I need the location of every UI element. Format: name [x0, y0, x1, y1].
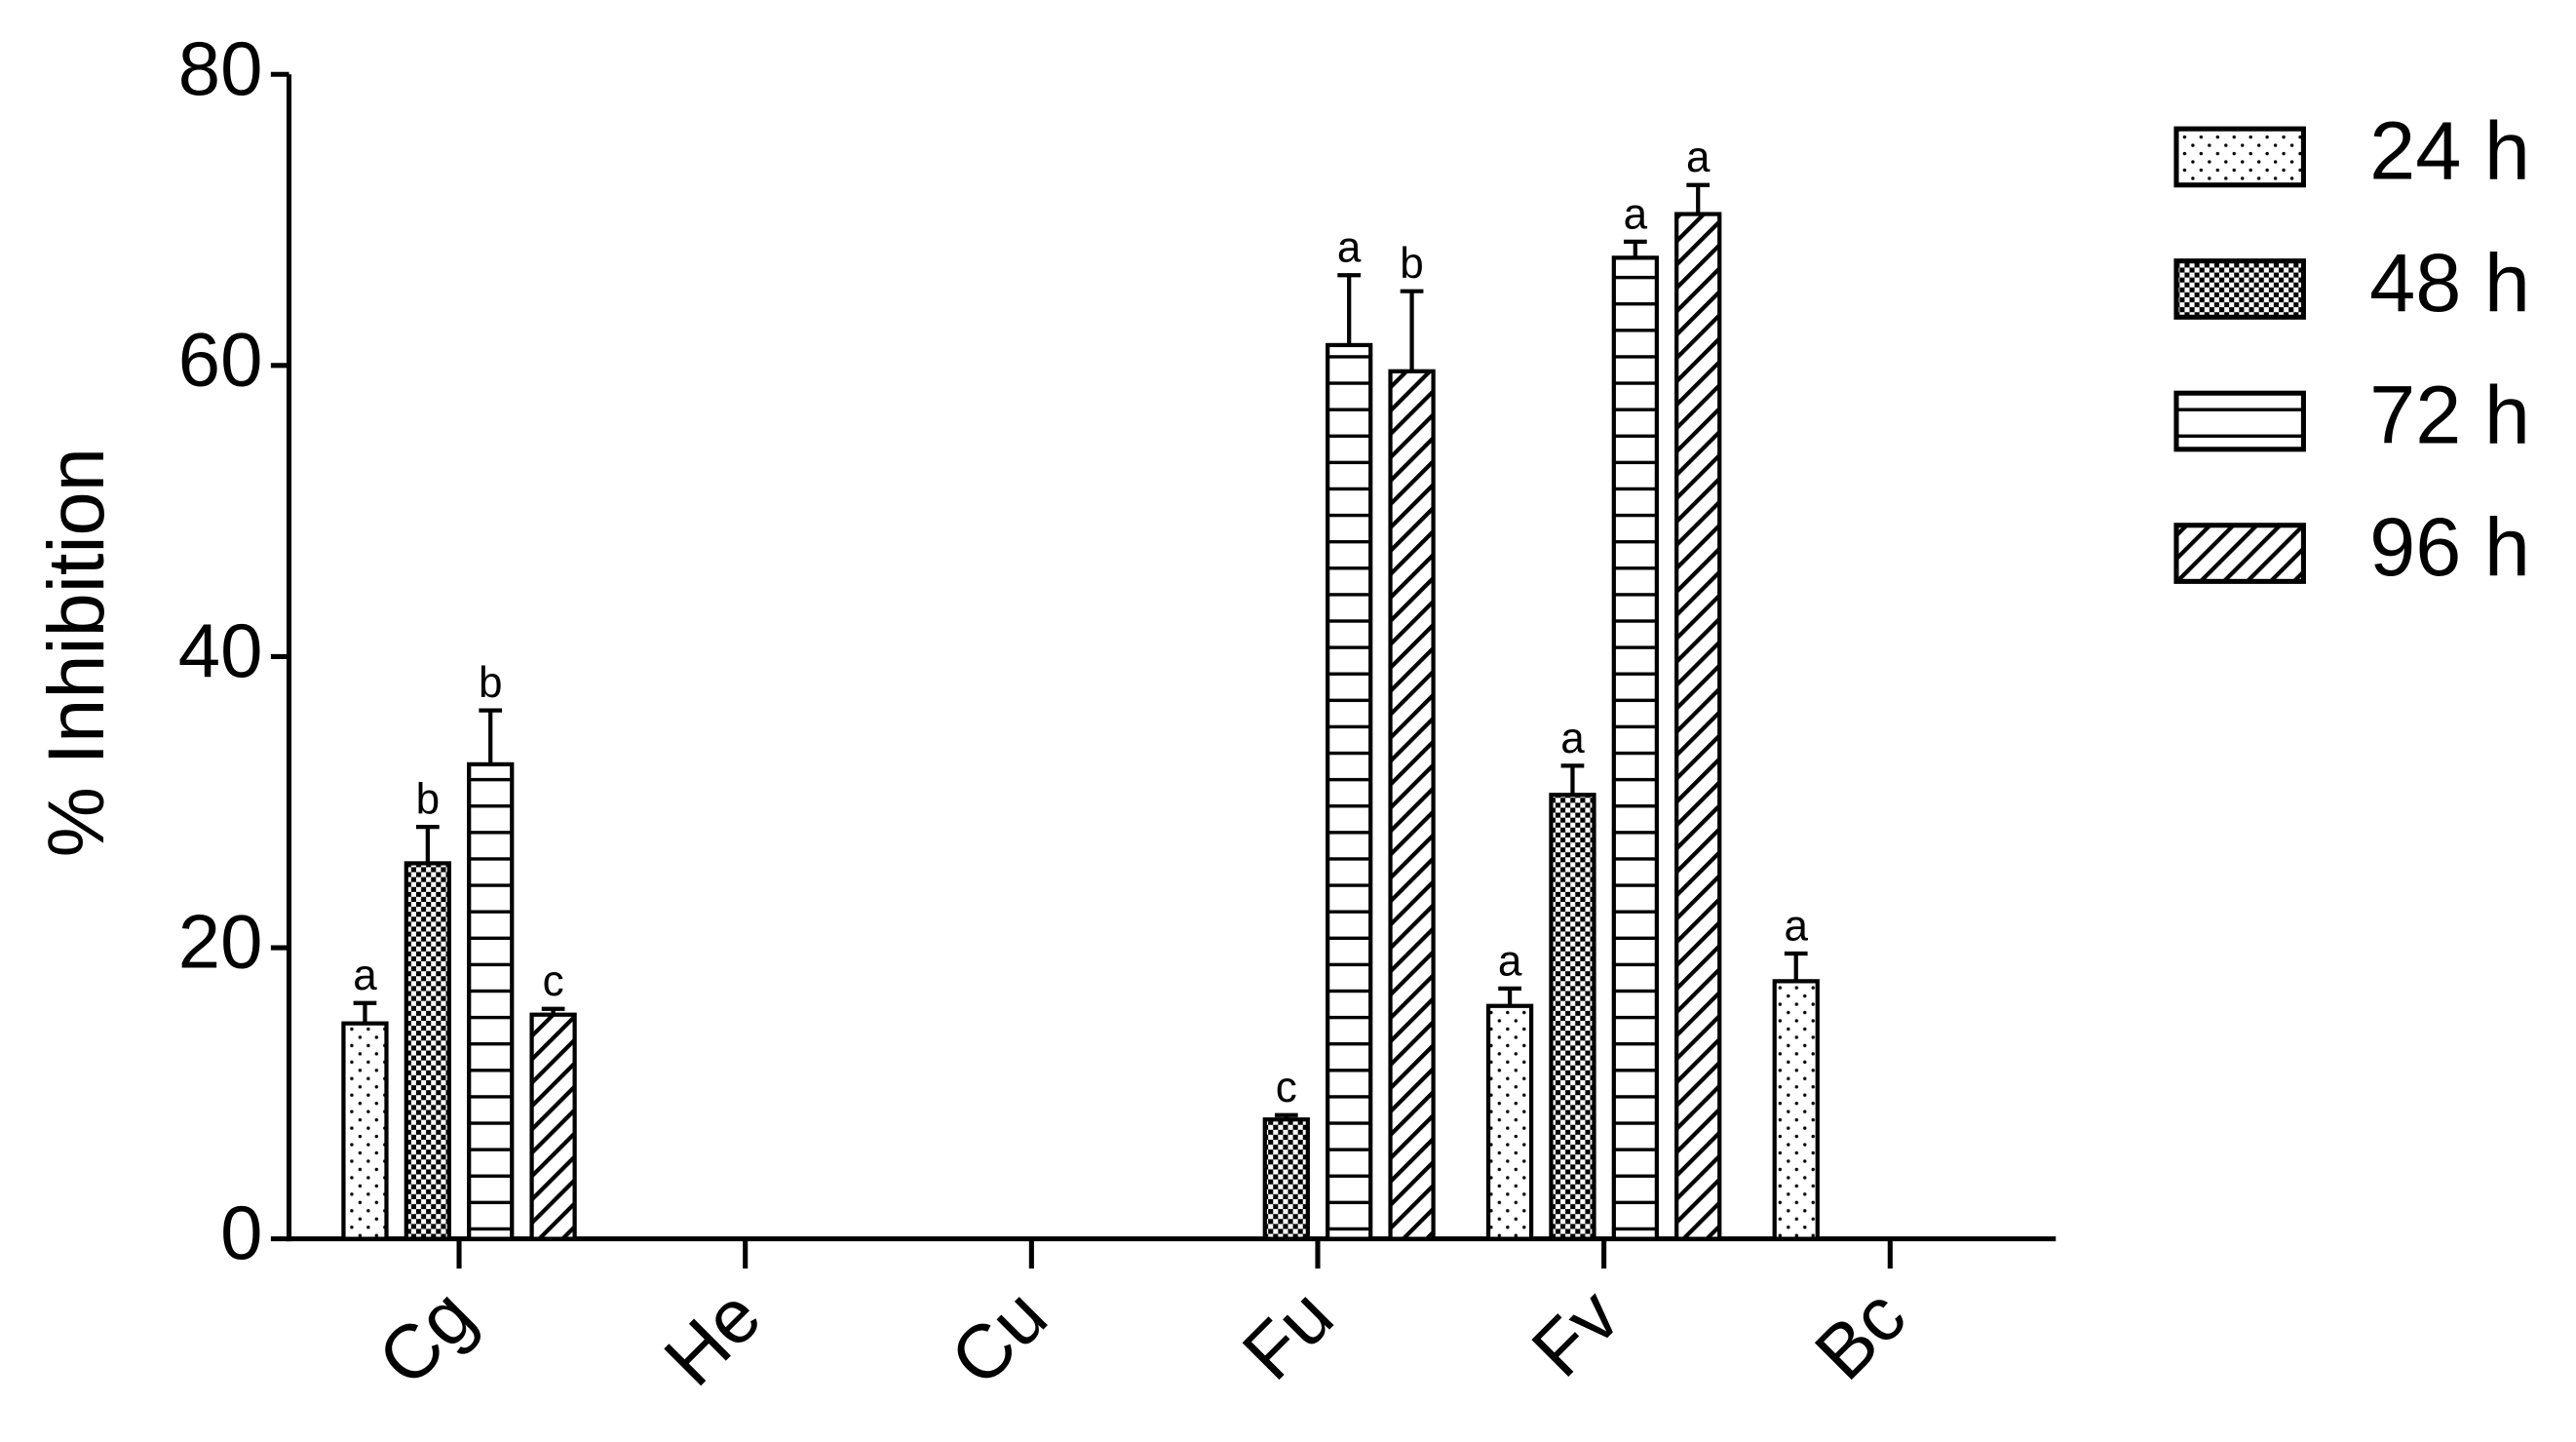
error-bar [1784, 951, 1808, 982]
y-tick-label: 0 [220, 1189, 262, 1275]
data-label: b [416, 776, 441, 824]
bar [1326, 342, 1373, 1241]
error-bar [1400, 289, 1424, 371]
legend-label: 96 h [2369, 500, 2530, 593]
data-label: c [1276, 1064, 1297, 1111]
data-label: a [1498, 937, 1522, 985]
x-tick-label: Fu [1226, 1272, 1350, 1396]
bar [1388, 369, 1436, 1241]
data-label: a [353, 952, 377, 999]
bar [404, 861, 451, 1241]
error-bar [415, 824, 440, 864]
bar [467, 761, 515, 1241]
bar [529, 1012, 577, 1241]
data-label: c [543, 957, 564, 1005]
legend-label: 48 h [2369, 236, 2530, 329]
bar [1262, 1117, 1310, 1241]
bar [1611, 255, 1659, 1241]
x-tick-label: Bc [1798, 1272, 1922, 1396]
legend-swatch [2173, 390, 2306, 452]
bar [1772, 979, 1820, 1241]
bar [341, 1021, 389, 1241]
data-label: b [479, 659, 503, 707]
y-axis-label: % Inhibition [32, 448, 121, 857]
data-label: a [1560, 715, 1585, 762]
error-bar [1623, 239, 1647, 258]
y-tick-label: 60 [178, 316, 263, 402]
legend-swatch [2173, 126, 2306, 188]
data-label: b [1400, 240, 1424, 288]
y-tick-label: 80 [178, 25, 263, 111]
error-bar [1498, 986, 1521, 1006]
error-bar [1337, 273, 1362, 345]
legend-label: 24 h [2369, 103, 2530, 196]
legend-swatch [2173, 258, 2306, 320]
x-tick-label: Cg [362, 1272, 491, 1402]
bar [1485, 1003, 1534, 1241]
y-tick-label: 40 [178, 607, 263, 693]
bar [1549, 793, 1596, 1241]
error-bar [1560, 763, 1585, 796]
legend-swatch [2173, 523, 2306, 584]
y-tick-label: 20 [178, 899, 263, 985]
x-tick-label: He [647, 1272, 777, 1402]
data-label: a [1624, 190, 1648, 238]
data-label: a [1686, 134, 1711, 181]
data-label: a [1784, 902, 1808, 950]
x-tick-label: Cu [934, 1272, 1063, 1402]
bar [1674, 212, 1722, 1241]
error-bar [479, 708, 503, 764]
error-bar [353, 1000, 377, 1024]
error-bar [1686, 182, 1711, 214]
data-label: a [1337, 224, 1362, 272]
legend-label: 72 h [2369, 368, 2530, 460]
x-tick-label: Fv [1516, 1272, 1635, 1392]
